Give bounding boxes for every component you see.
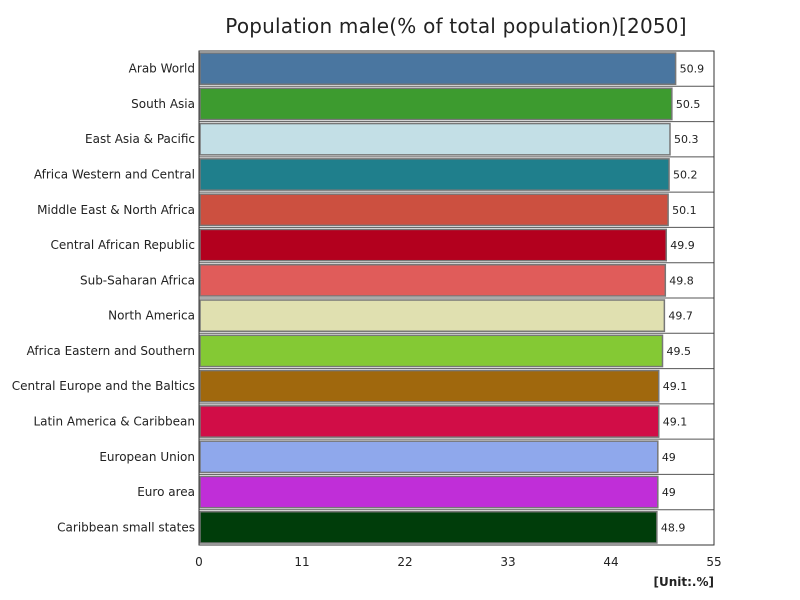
- value-label: 49.8: [669, 274, 694, 287]
- bar: [199, 87, 673, 121]
- value-labels: 50.9 50.5 50.3 50.2 50.1 49.9 49.8 49.7 49.5 49.1…: [661, 63, 704, 535]
- bar: [199, 475, 659, 509]
- bar: [199, 228, 667, 262]
- category-label: Latin America & Caribbean: [33, 415, 195, 429]
- bar: [199, 263, 667, 297]
- value-label: 49: [662, 486, 676, 499]
- x-axis-ticks: 0 11 22 33 44 55: [195, 555, 721, 569]
- category-label: Africa Eastern and Southern: [27, 344, 195, 358]
- category-labels: Arab World South Asia East Asia & Pacific A…: [12, 62, 195, 535]
- value-label: 50.3: [674, 133, 699, 146]
- value-label: 49.5: [667, 345, 692, 358]
- bar: [199, 369, 660, 403]
- category-label: Sub-Saharan Africa: [80, 273, 195, 287]
- value-label: 49.1: [663, 380, 688, 393]
- bar: [199, 193, 669, 227]
- category-label: Caribbean small states: [57, 520, 195, 534]
- category-label: Middle East & North Africa: [37, 203, 195, 217]
- bars-layer: [199, 52, 714, 544]
- value-label: 50.9: [680, 63, 705, 76]
- unit-label: [Unit:.%]: [653, 575, 715, 589]
- bar: [199, 299, 666, 333]
- bar: [199, 510, 658, 544]
- x-tick-label: 55: [706, 555, 721, 569]
- category-label: Arab World: [129, 62, 195, 76]
- category-label: East Asia & Pacific: [85, 132, 195, 146]
- value-label: 48.9: [661, 521, 686, 534]
- bar: [199, 52, 677, 86]
- value-label: 50.1: [672, 204, 697, 217]
- category-label: Africa Western and Central: [34, 168, 195, 182]
- category-label: South Asia: [131, 97, 195, 111]
- bar: [199, 405, 660, 438]
- x-tick-label: 22: [397, 555, 412, 569]
- bar: [199, 122, 671, 156]
- x-tick-label: 44: [603, 555, 618, 569]
- x-tick-label: 11: [294, 555, 309, 569]
- bar: [199, 334, 664, 368]
- value-label: 49.1: [663, 416, 688, 429]
- value-label: 49.9: [670, 239, 695, 252]
- category-label: European Union: [99, 450, 195, 464]
- bar: [199, 440, 659, 474]
- category-label: Euro area: [137, 485, 195, 499]
- value-label: 49: [662, 451, 676, 464]
- value-label: 49.7: [668, 310, 693, 323]
- chart-title: Population male(% of total population)[2…: [225, 14, 687, 38]
- category-label: Central African Republic: [51, 238, 195, 252]
- category-label: North America: [108, 309, 195, 323]
- bar: [199, 158, 670, 191]
- category-label: Central Europe and the Baltics: [12, 379, 195, 393]
- value-label: 50.5: [676, 98, 701, 111]
- x-tick-label: 0: [195, 555, 203, 569]
- plot-frame: [198, 50, 715, 546]
- x-tick-label: 33: [500, 555, 515, 569]
- value-label: 50.2: [673, 169, 698, 182]
